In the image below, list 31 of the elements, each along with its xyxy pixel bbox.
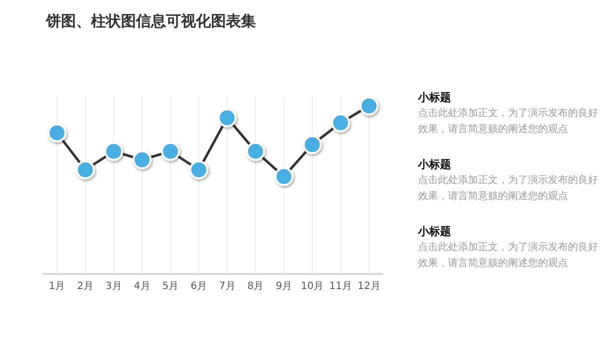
point	[331, 113, 350, 132]
chart-title: 饼图、柱状图信息可视化图表集	[46, 12, 256, 31]
text: 小标题	[418, 157, 452, 172]
x-tick-label: 4月	[134, 281, 150, 292]
x-tick-label: 6月	[190, 281, 208, 292]
point	[246, 142, 266, 161]
x-tick-label: 8月	[247, 281, 264, 292]
text: 点击此处添加正文，为了演示发布的良好效果，请言简意赅的阐述您的观点	[418, 240, 599, 271]
point	[360, 96, 378, 116]
point	[189, 160, 208, 180]
x-tick-label: 12月	[358, 281, 380, 292]
x-tick-label: 5月	[162, 281, 179, 292]
x-tick-label: 9月	[276, 281, 292, 292]
point	[76, 160, 95, 180]
point	[104, 142, 124, 161]
point	[132, 150, 152, 170]
x-tick-label: 2月	[77, 281, 94, 292]
x-tick-label: 3月	[106, 281, 122, 292]
point	[218, 108, 237, 128]
x-tick-label: 11月	[329, 281, 352, 292]
x-tick-label: 7月	[218, 281, 236, 292]
text: 小标题	[418, 90, 452, 105]
text: 点击此处添加正文，为了演示发布的良好效果，请言简意赅的阐述您的观点	[418, 106, 599, 137]
x-tick-label: 10月	[300, 281, 324, 292]
x-tick-label: 1月	[48, 281, 66, 292]
point	[274, 167, 294, 186]
text: 点击此处添加正文，为了演示发布的良好效果，请言简意赅的阐述您的观点	[418, 174, 599, 204]
text: 小标题	[418, 224, 452, 239]
point	[302, 135, 322, 154]
point	[48, 123, 66, 142]
point	[160, 142, 180, 161]
